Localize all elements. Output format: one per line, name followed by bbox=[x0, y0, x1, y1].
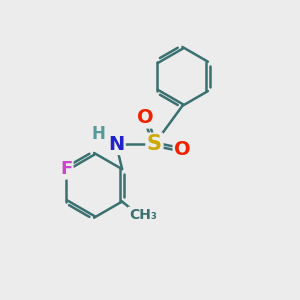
Text: S: S bbox=[147, 134, 162, 154]
Text: O: O bbox=[174, 140, 191, 160]
Text: CH₃: CH₃ bbox=[129, 208, 157, 222]
Text: F: F bbox=[60, 160, 72, 178]
Text: N: N bbox=[108, 135, 124, 154]
Text: O: O bbox=[137, 108, 154, 127]
Text: H: H bbox=[92, 125, 105, 143]
